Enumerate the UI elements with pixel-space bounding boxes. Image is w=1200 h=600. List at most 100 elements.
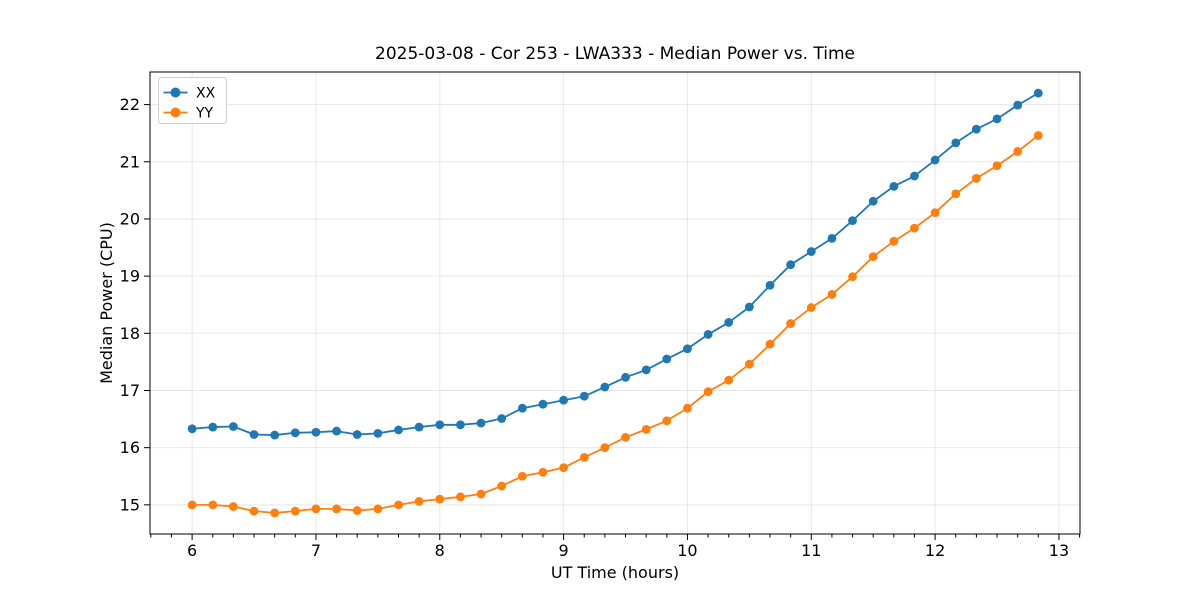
data-point-YY [683, 403, 692, 413]
data-point-XX [868, 196, 878, 206]
data-point-YY [641, 424, 651, 434]
data-point-XX [951, 138, 961, 148]
data-point-XX [827, 233, 837, 243]
data-point-YY [621, 432, 630, 442]
y-tick-label: 22 [120, 95, 140, 114]
data-point-XX [352, 430, 362, 439]
data-point-XX [538, 399, 548, 409]
data-point-YY [868, 252, 878, 262]
data-point-YY [497, 481, 507, 491]
x-axis-label: UT Time (hours) [551, 563, 679, 582]
data-point-XX [228, 422, 238, 431]
data-point-YY [910, 223, 919, 233]
data-point-YY [228, 502, 238, 511]
data-point-XX [621, 372, 630, 382]
data-point-XX [889, 181, 899, 191]
data-point-XX [332, 426, 342, 436]
data-point-YY [848, 272, 857, 282]
data-point-XX [435, 420, 445, 430]
data-point-YY [311, 504, 321, 514]
data-point-YY [414, 497, 424, 506]
data-point-YY [744, 359, 754, 369]
x-tick-label: 6 [187, 541, 197, 560]
data-point-XX [311, 427, 321, 437]
data-point-YY [476, 489, 486, 499]
legend: XX YY [158, 77, 227, 124]
y-axis-label: Median Power (CPU) [97, 222, 116, 384]
data-point-XX [724, 318, 734, 327]
data-point-XX [373, 428, 383, 438]
legend-item-XX: XX [163, 86, 216, 102]
data-point-XX [290, 428, 300, 438]
legend-marker [170, 107, 181, 118]
data-point-YY [724, 375, 734, 385]
data-point-XX [662, 354, 672, 364]
data-point-YY [703, 387, 713, 397]
legend-label-XX: XX [196, 86, 216, 102]
data-point-YY [992, 161, 1002, 171]
data-point-XX [187, 424, 197, 434]
data-point-XX [765, 280, 775, 290]
data-point-YY [538, 467, 548, 477]
data-point-XX [249, 430, 259, 439]
data-point-XX [270, 430, 280, 440]
y-tick-label: 16 [120, 438, 140, 457]
y-tick-label: 18 [120, 324, 140, 343]
data-point-XX [476, 418, 486, 428]
data-point-YY [435, 494, 445, 504]
y-tick-label: 21 [120, 152, 140, 171]
data-point-YY [352, 506, 362, 515]
x-tick-label: 12 [925, 541, 945, 560]
y-tick-label: 20 [120, 209, 140, 228]
data-point-YY [827, 290, 837, 299]
data-point-XX [208, 422, 218, 432]
x-tick-label: 8 [435, 541, 445, 560]
data-point-YY [951, 189, 961, 199]
data-point-XX [806, 247, 816, 256]
data-point-YY [889, 236, 899, 246]
data-point-YY [662, 416, 672, 426]
data-point-YY [806, 303, 816, 312]
data-point-YY [290, 506, 300, 516]
data-point-YY [765, 339, 775, 349]
data-point-YY [786, 319, 795, 328]
data-point-XX [744, 302, 754, 312]
data-point-XX [394, 425, 403, 435]
data-point-YY [579, 452, 589, 462]
legend-box [158, 77, 227, 124]
data-point-XX [683, 344, 692, 354]
data-point-YY [559, 463, 569, 473]
x-tick-label: 10 [677, 541, 697, 560]
data-point-YY [187, 500, 197, 510]
y-tick-label: 19 [120, 267, 140, 286]
data-point-YY [600, 443, 610, 453]
tick-layer [144, 104, 1081, 540]
data-point-XX [579, 391, 589, 401]
data-point-YY [971, 173, 981, 183]
series-XX [187, 88, 1043, 440]
y-tick-label: 17 [120, 381, 140, 400]
data-point-YY [373, 504, 383, 514]
x-tick-label: 7 [311, 541, 321, 560]
data-point-XX [848, 216, 857, 226]
data-point-XX [1013, 100, 1023, 110]
data-point-XX [517, 403, 527, 413]
tick-label-layer: 6 7 8 9 10 11 12 13 15 16 17 18 19 20 21 22 [120, 95, 1069, 560]
data-point-XX [559, 395, 569, 405]
grid-layer [150, 72, 1080, 534]
data-point-XX [1033, 88, 1043, 98]
series-layer [187, 88, 1043, 518]
data-point-YY [1013, 147, 1023, 156]
data-point-YY [394, 500, 403, 510]
data-point-YY [208, 500, 218, 510]
y-tick-label: 15 [120, 495, 140, 514]
data-point-XX [414, 422, 424, 432]
data-point-YY [270, 508, 280, 518]
data-point-XX [910, 171, 919, 181]
data-point-XX [641, 365, 651, 375]
data-point-XX [703, 330, 713, 339]
data-point-XX [971, 124, 981, 134]
data-point-XX [992, 114, 1002, 124]
